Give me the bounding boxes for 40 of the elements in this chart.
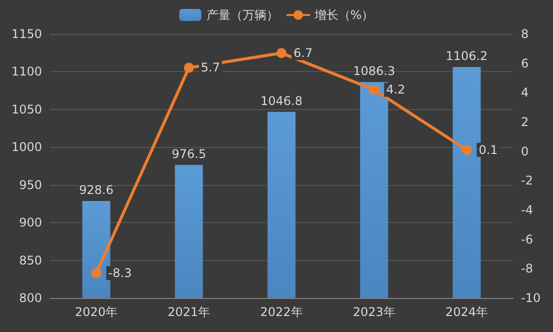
data-label: 5.7 [200,60,220,75]
data-label: 1106.2 [446,49,488,64]
data-label: 0.1 [478,142,498,157]
x-tick-label: 2023年 [352,305,396,319]
data-label: 6.7 [294,46,313,60]
legend-label: 产量（万辆） [206,8,278,22]
y2-tick-label: 2 [521,115,529,129]
point [276,48,286,58]
point [91,268,102,278]
y2-tick-label: 4 [521,86,529,100]
data-label: -8.3 [108,266,132,280]
y2-tick-label: -4 [521,203,533,217]
y-tick-label: 800 [19,291,42,305]
y2-tick-label: -6 [521,232,533,246]
y-tick-label: 850 [19,253,42,268]
data-label: 1086.3 [353,64,396,78]
data-label: 928.6 [79,183,114,197]
point [184,62,194,73]
y2-tick-label: 0 [521,144,529,158]
y2-tick-label: -10 [521,291,541,305]
point [462,144,472,155]
data-label: 4.2 [386,82,406,97]
data-label: 1046.8 [260,94,302,108]
y-tick-label: 950 [19,178,42,192]
data-label: 976.5 [172,146,206,161]
y-tick-label: 1100 [11,64,42,79]
y2-tick-label: 8 [521,27,529,41]
x-tick-label: 2021年 [168,305,210,319]
y2-tick-label: -8 [521,262,533,276]
y-tick-label: 1150 [11,27,42,41]
x-tick-label: 2024年 [445,305,488,319]
legend-label: 增长（%） [313,8,374,22]
y-tick-label: 1000 [11,140,42,154]
x-tick-label: 2020年 [75,305,118,319]
y2-tick-label: -2 [521,174,533,188]
x-tick-label: 2022年 [260,305,303,319]
point [369,84,380,95]
y2-tick-label: 6 [521,56,529,70]
y-tick-label: 1050 [11,102,42,116]
y-tick-label: 900 [19,216,42,230]
